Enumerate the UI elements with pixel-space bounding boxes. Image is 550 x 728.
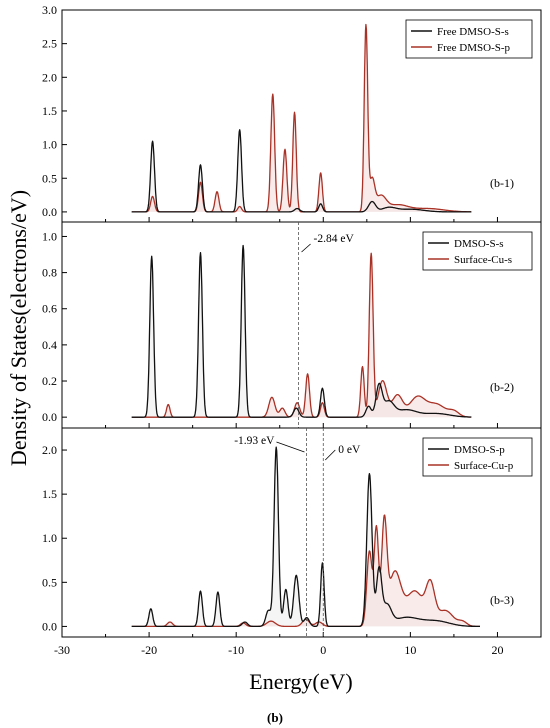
x-tick-labels: -30 -20 -10 0 10 20 xyxy=(54,643,503,657)
y-tick-label: 1.0 xyxy=(42,229,57,243)
y-tick-label: 2.5 xyxy=(42,37,57,51)
legend-label: DMSO-S-p xyxy=(454,444,505,456)
annotation-arrow xyxy=(324,449,336,461)
y-tick-label: 0.0 xyxy=(42,205,57,219)
y-tick-label: 3.0 xyxy=(42,3,57,17)
legend-label: Surface-Cu-p xyxy=(454,460,514,472)
legend-label: DMSO-S-s xyxy=(454,238,504,250)
y-tick-label: 0.4 xyxy=(42,338,57,352)
y-tick-label: 2.0 xyxy=(42,70,57,84)
legend-box xyxy=(405,19,533,59)
x-tick-label: 20 xyxy=(491,643,503,657)
series-line-dmso-s-s xyxy=(131,244,472,418)
panel-b2: 0.0 0.2 0.4 0.6 0.8 1.0 DMSO-S-s Surface-Cu-s (b… xyxy=(42,221,542,429)
y-tick-label: 1.5 xyxy=(42,487,57,501)
y-tick-label: 0.5 xyxy=(42,575,57,589)
annotation-label: 0 eV xyxy=(338,444,361,456)
y-tick-label: 0.0 xyxy=(42,410,57,424)
y-tick-label: 0.2 xyxy=(42,374,57,388)
figure-caption: (b) xyxy=(267,710,283,725)
panel-label: (b-3) xyxy=(490,593,514,607)
y-tick-label: 2.0 xyxy=(42,443,57,457)
panel-label: (b-1) xyxy=(490,176,514,190)
x-tick-label: 0 xyxy=(320,643,326,657)
series-line-dmso-s-p xyxy=(131,446,481,628)
series-line-free-dmso-s-s xyxy=(131,129,472,213)
y-tick-label: 1.5 xyxy=(42,104,57,118)
legend-box xyxy=(422,231,533,271)
y-tick-label: 0.6 xyxy=(42,302,57,316)
x-tick-label: 10 xyxy=(404,643,416,657)
panel-frame xyxy=(61,427,542,638)
panel-b3: 0.0 0.5 1.0 1.5 2.0 DMSO-S-p Surface-Cu-p (b-3)… xyxy=(42,427,542,638)
legend-label: Surface-Cu-s xyxy=(454,254,512,266)
x-axis-title: Energy(eV) xyxy=(249,669,352,694)
y-tick-label: 1.0 xyxy=(42,531,57,545)
y-tick-label: 0.5 xyxy=(42,171,57,185)
y-axis-title: Density of States(electrons/eV) xyxy=(6,190,31,466)
annotation-arrow xyxy=(276,441,305,453)
x-tick-label: -20 xyxy=(141,643,157,657)
annotation-label: -1.93 eV xyxy=(234,435,275,447)
y-tick-label: 0.8 xyxy=(42,266,57,280)
legend-label: Free DMSO-S-p xyxy=(437,42,511,54)
panel-label: (b-2) xyxy=(490,380,514,394)
y-tick-label: 1.0 xyxy=(42,138,57,152)
annotation-label: -2.84 eV xyxy=(314,233,355,245)
series-fill-0 xyxy=(131,245,472,418)
legend-box xyxy=(422,437,533,477)
legend-label: Free DMSO-S-s xyxy=(437,26,509,38)
panel-b1: 0.0 0.5 1.0 1.5 2.0 2.5 3.0 Free DMSO-S-s Free D… xyxy=(42,3,542,223)
annotation-arrow xyxy=(301,243,311,253)
x-tick-label: -30 xyxy=(54,643,70,657)
series-fill-1 xyxy=(131,515,480,627)
x-tick-label: -10 xyxy=(228,643,244,657)
y-tick-label: 0.0 xyxy=(42,619,57,633)
